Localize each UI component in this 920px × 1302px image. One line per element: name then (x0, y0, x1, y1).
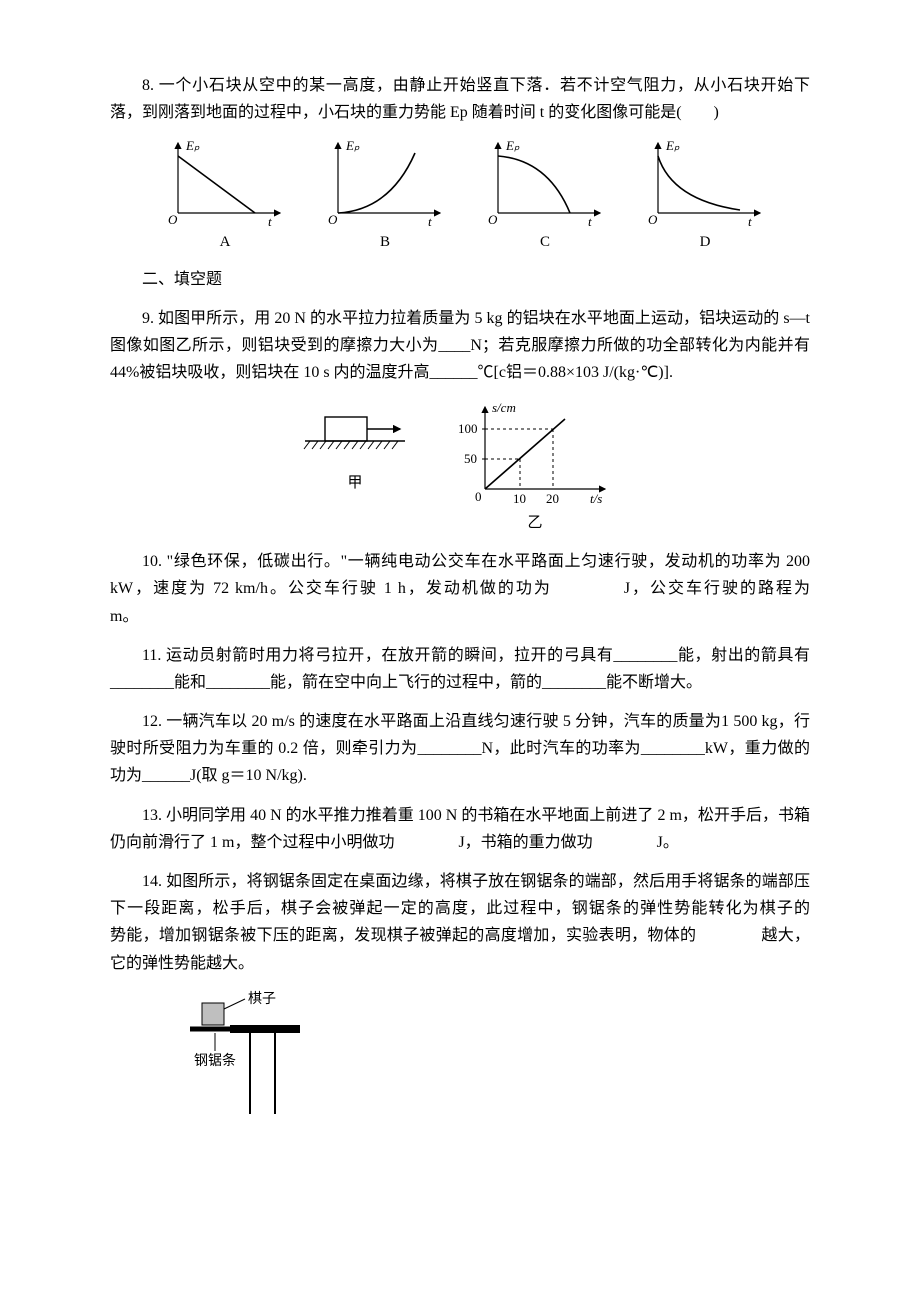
question-11: 11. 运动员射箭时用力将弓拉开，在放开箭的瞬间，拉开的弓具有________能… (110, 642, 810, 696)
q9-label-b: 乙 (527, 511, 542, 537)
q8-figure-row: Eₚ t O A Eₚ t O B Eₚ t O C (160, 138, 810, 256)
svg-text:t: t (428, 214, 432, 228)
svg-text:s/cm: s/cm (492, 400, 516, 415)
section-2-title: 二、填空题 (110, 266, 810, 293)
q8-label-d: D (700, 230, 711, 256)
q8-label-c: C (540, 230, 550, 256)
q8-graph-a: Eₚ t O A (160, 138, 290, 256)
svg-text:0: 0 (475, 489, 482, 504)
axis-x-label: t (268, 214, 272, 228)
svg-text:Eₚ: Eₚ (345, 138, 360, 153)
svg-text:Eₚ: Eₚ (505, 138, 520, 153)
q9-figures: 甲 s/cm t/s 100 50 0 10 20 乙 (110, 399, 810, 537)
svg-text:10: 10 (513, 491, 526, 506)
q8-svg-d: Eₚ t O (640, 138, 770, 228)
svg-text:O: O (648, 212, 658, 227)
q9-svg-a (300, 399, 410, 469)
axis-y-label: Eₚ (185, 138, 200, 153)
q14-svg: 棋子 钢锯条 (170, 989, 340, 1119)
svg-text:t: t (588, 214, 592, 228)
q8-svg-b: Eₚ t O (320, 138, 450, 228)
question-13: 13. 小明同学用 40 N 的水平推力推着重 100 N 的书箱在水平地面上前… (110, 802, 810, 856)
q9-svg-b: s/cm t/s 100 50 0 10 20 (450, 399, 620, 509)
q8-label-b: B (380, 230, 390, 256)
q8-svg-a: Eₚ t O (160, 138, 290, 228)
svg-text:t/s: t/s (590, 491, 602, 506)
svg-text:Eₚ: Eₚ (665, 138, 680, 153)
question-8: 8. 一个小石块从空中的某一高度，由静止开始竖直下落．若不计空气阻力，从小石块开… (110, 72, 810, 126)
q9-label-a: 甲 (347, 471, 362, 497)
q14-chess-label: 棋子 (248, 991, 276, 1007)
axis-origin: O (168, 212, 178, 227)
svg-text:20: 20 (546, 491, 559, 506)
q8-graph-b: Eₚ t O B (320, 138, 450, 256)
svg-text:O: O (488, 212, 498, 227)
question-9: 9. 如图甲所示，用 20 N 的水平拉力拉着质量为 5 kg 的铝块在水平地面… (110, 305, 810, 387)
q14-figure: 棋子 钢锯条 (170, 989, 810, 1119)
q8-graph-c: Eₚ t O C (480, 138, 610, 256)
q9-fig-b: s/cm t/s 100 50 0 10 20 乙 (450, 399, 620, 537)
q8-label-a: A (220, 230, 231, 256)
q8-svg-c: Eₚ t O (480, 138, 610, 228)
question-14: 14. 如图所示，将钢锯条固定在桌面边缘，将棋子放在钢锯条的端部，然后用手将锯条… (110, 868, 810, 977)
svg-text:O: O (328, 212, 338, 227)
svg-text:50: 50 (464, 451, 477, 466)
question-12: 12. 一辆汽车以 20 m/s 的速度在水平路面上沿直线匀速行驶 5 分钟，汽… (110, 708, 810, 790)
q8-graph-d: Eₚ t O D (640, 138, 770, 256)
question-10: 10. "绿色环保，低碳出行。"一辆纯电动公交车在水平路面上匀速行驶，发动机的功… (110, 548, 810, 630)
svg-text:100: 100 (458, 421, 478, 436)
q14-saw-label: 钢锯条 (194, 1052, 236, 1069)
svg-text:t: t (748, 214, 752, 228)
q9-fig-a: 甲 (300, 399, 410, 537)
